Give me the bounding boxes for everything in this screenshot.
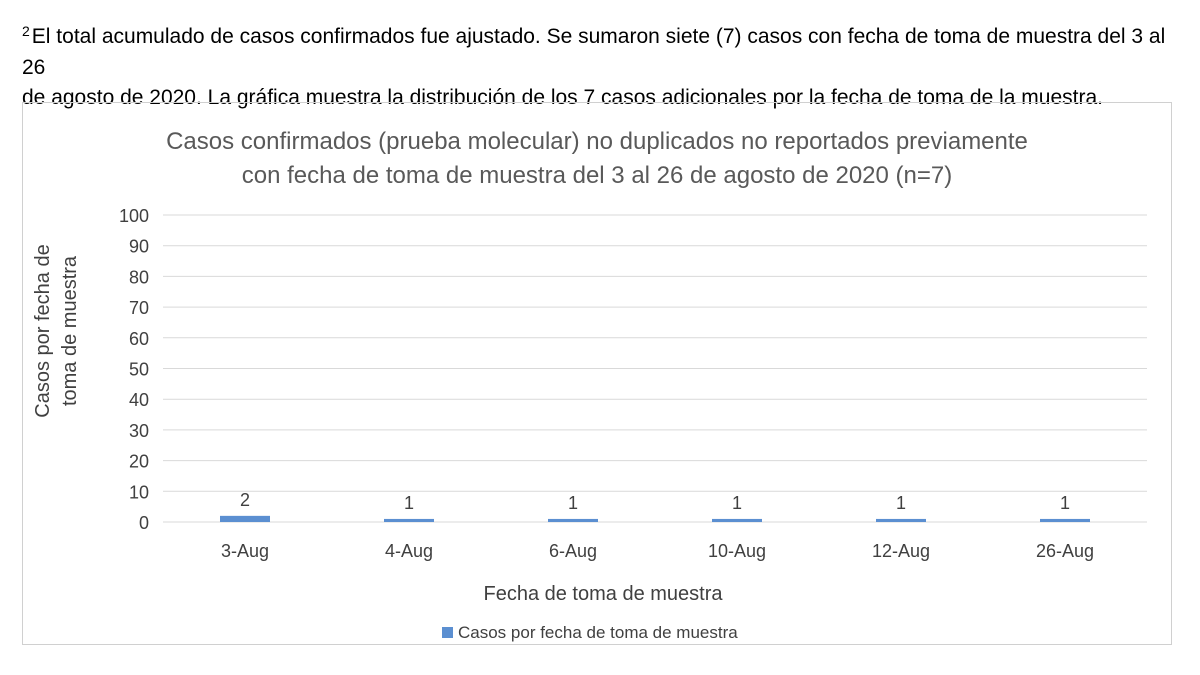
data-label: 1 [404,493,414,513]
y-tick-label: 70 [129,298,149,318]
x-tick-label: 4-Aug [385,541,433,561]
data-labels: 2 1 1 1 1 1 [240,490,1070,513]
data-label: 1 [732,493,742,513]
bar-chart: Casos confirmados (prueba molecular) no … [32,128,1147,642]
bar [220,515,270,522]
y-tick-label: 20 [129,452,149,472]
y-tick-label: 0 [139,513,149,533]
y-axis-label-line-1: Casos por fecha de [32,244,54,417]
bar [876,518,926,522]
bar [384,518,434,522]
data-label: 1 [1060,493,1070,513]
gridlines [163,214,1147,523]
footnote-line-1: 2El total acumulado de casos confirmados… [22,22,1187,83]
y-tick-label: 40 [129,390,149,410]
bar [712,518,762,522]
footnote-marker: 2 [22,23,30,39]
bar [548,518,598,522]
legend-swatch [442,627,453,638]
chart-title-line-1: Casos confirmados (prueba molecular) no … [166,128,1028,155]
footnote-text-2: de agosto de 2020. La gráfica muestra la… [22,86,1103,109]
x-tick-label: 26-Aug [1036,541,1094,561]
y-tick-label: 50 [129,360,149,380]
y-tick-label: 10 [129,482,149,502]
legend-label: Casos por fecha de toma de muestra [458,623,738,642]
footnote: 2El total acumulado de casos confirmados… [22,22,1187,113]
y-axis-label-line-2: toma de muestra [59,255,81,406]
x-axis-label: Fecha de toma de muestra [483,583,723,605]
chart-frame: Casos confirmados (prueba molecular) no … [22,102,1172,645]
footnote-text-1: El total acumulado de casos confirmados … [22,25,1166,79]
data-label: 1 [896,493,906,513]
x-tick-label: 10-Aug [708,541,766,561]
x-tick-labels: 3-Aug 4-Aug 6-Aug 10-Aug 12-Aug 26-Aug [221,541,1094,561]
y-tick-label: 100 [119,206,149,226]
y-tick-label: 90 [129,237,149,257]
legend: Casos por fecha de toma de muestra [442,623,738,642]
data-label: 2 [240,490,250,510]
y-tick-label: 80 [129,267,149,287]
y-tick-labels: 0 10 20 30 40 50 60 70 80 90 100 [119,206,149,533]
y-tick-label: 60 [129,329,149,349]
x-tick-label: 6-Aug [549,541,597,561]
bars [220,515,1090,522]
data-label: 1 [568,493,578,513]
x-tick-label: 3-Aug [221,541,269,561]
x-tick-label: 12-Aug [872,541,930,561]
y-tick-label: 30 [129,421,149,441]
bar [1040,518,1090,522]
chart-title-line-2: con fecha de toma de muestra del 3 al 26… [242,162,952,189]
